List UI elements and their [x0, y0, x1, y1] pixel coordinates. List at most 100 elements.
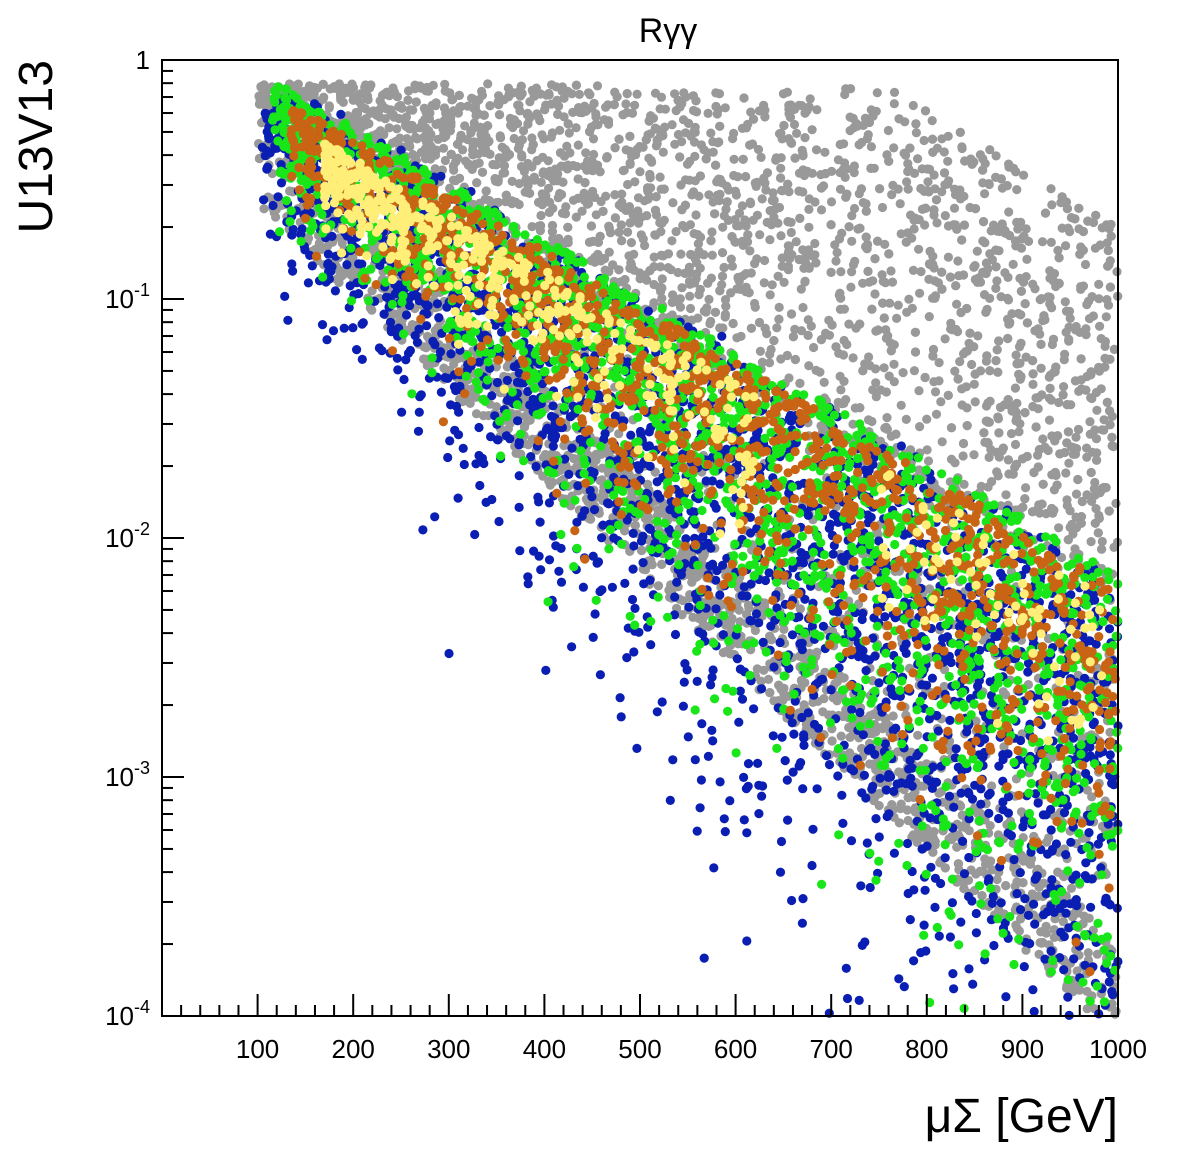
- gray-point: [745, 246, 755, 256]
- gray-point: [625, 218, 635, 228]
- gray-point: [1101, 312, 1111, 322]
- gray-point: [628, 210, 638, 220]
- gray-point: [989, 220, 999, 230]
- gray-point: [1096, 384, 1106, 394]
- gray-point: [1010, 439, 1021, 450]
- gray-point: [979, 290, 990, 300]
- gray-point: [739, 93, 749, 103]
- gray-point: [679, 88, 689, 98]
- gray-point: [690, 151, 700, 161]
- gray-point: [604, 221, 614, 231]
- gray-point: [910, 347, 921, 357]
- gray-point: [667, 120, 677, 130]
- gray-point: [722, 197, 732, 207]
- gray-point: [915, 288, 925, 298]
- gray-point: [541, 191, 551, 201]
- gray-point: [651, 192, 661, 202]
- gray-point: [861, 199, 871, 209]
- gray-point: [746, 323, 757, 333]
- gray-point: [621, 99, 631, 109]
- gray-point: [776, 163, 786, 173]
- gray-point: [928, 147, 938, 157]
- gray-point: [573, 140, 583, 150]
- gray-point: [737, 201, 748, 211]
- gray-point: [481, 186, 491, 196]
- gray-point: [711, 160, 721, 170]
- gray-point: [930, 387, 941, 397]
- gray-point: [835, 139, 845, 150]
- gray-point: [591, 112, 601, 122]
- gray-point: [1095, 321, 1105, 331]
- gray-point: [1086, 370, 1096, 380]
- gray-point: [1020, 408, 1030, 418]
- gray-point: [741, 282, 751, 292]
- gray-point: [786, 227, 796, 238]
- gray-point: [676, 180, 686, 190]
- gray-point: [977, 891, 987, 901]
- gray-point: [708, 147, 718, 157]
- gray-point: [955, 357, 965, 367]
- gray-point: [957, 143, 967, 154]
- gray-point: [1015, 419, 1025, 429]
- gray-point: [774, 680, 784, 690]
- gray-point: [1022, 254, 1032, 264]
- gray-point: [858, 278, 868, 288]
- gray-point: [903, 815, 913, 826]
- gray-point: [1105, 256, 1115, 266]
- gray-point: [533, 112, 544, 122]
- gray-point: [1021, 224, 1031, 234]
- gray-point: [991, 245, 1001, 255]
- gray-point: [769, 336, 779, 346]
- gray-point: [1082, 452, 1092, 462]
- gray-point: [866, 163, 876, 173]
- gray-point: [694, 613, 704, 624]
- gray-point: [826, 197, 837, 207]
- gray-point: [980, 189, 990, 199]
- gray-point: [361, 114, 371, 124]
- gray-point: [591, 210, 601, 220]
- gray-point: [980, 238, 990, 248]
- gray-point: [485, 149, 495, 159]
- gray-point: [527, 222, 537, 232]
- gray-point: [985, 366, 995, 376]
- gray-point: [961, 382, 971, 392]
- gray-point: [1036, 927, 1046, 937]
- gray-point: [1100, 341, 1110, 351]
- gray-point: [842, 339, 852, 350]
- gray-point: [795, 213, 805, 223]
- gray-point: [1071, 489, 1082, 499]
- gray-point: [1004, 207, 1014, 217]
- gray-point: [1015, 358, 1025, 368]
- gray-point: [887, 190, 897, 200]
- gray-point: [589, 149, 599, 160]
- gray-point: [671, 227, 681, 237]
- gray-point: [361, 86, 371, 97]
- gray-point: [583, 88, 594, 98]
- gray-point: [981, 401, 992, 411]
- gray-point: [1054, 523, 1064, 533]
- gray-point: [761, 185, 771, 195]
- gray-point: [872, 88, 882, 98]
- gray-point: [1010, 383, 1021, 393]
- gray-point: [633, 193, 644, 203]
- gray-point: [1014, 369, 1024, 379]
- gray-point: [1080, 259, 1091, 270]
- gray-point: [1097, 223, 1107, 233]
- gray-point: [1111, 498, 1121, 508]
- gray-point: [1019, 170, 1029, 180]
- gray-point: [1091, 210, 1101, 220]
- gray-point: [1014, 427, 1024, 437]
- gray-point: [483, 79, 493, 89]
- gray-point: [635, 167, 645, 177]
- gray-point: [623, 227, 633, 237]
- gray-point: [568, 107, 578, 117]
- gray-point: [836, 385, 846, 395]
- gray-point: [508, 122, 518, 133]
- gray-point: [1016, 217, 1026, 227]
- gray-point: [515, 91, 526, 101]
- gray-point: [721, 301, 731, 311]
- gray-point: [794, 100, 804, 110]
- gray-point: [908, 100, 918, 111]
- gray-point: [807, 251, 817, 261]
- gray-point: [577, 206, 587, 216]
